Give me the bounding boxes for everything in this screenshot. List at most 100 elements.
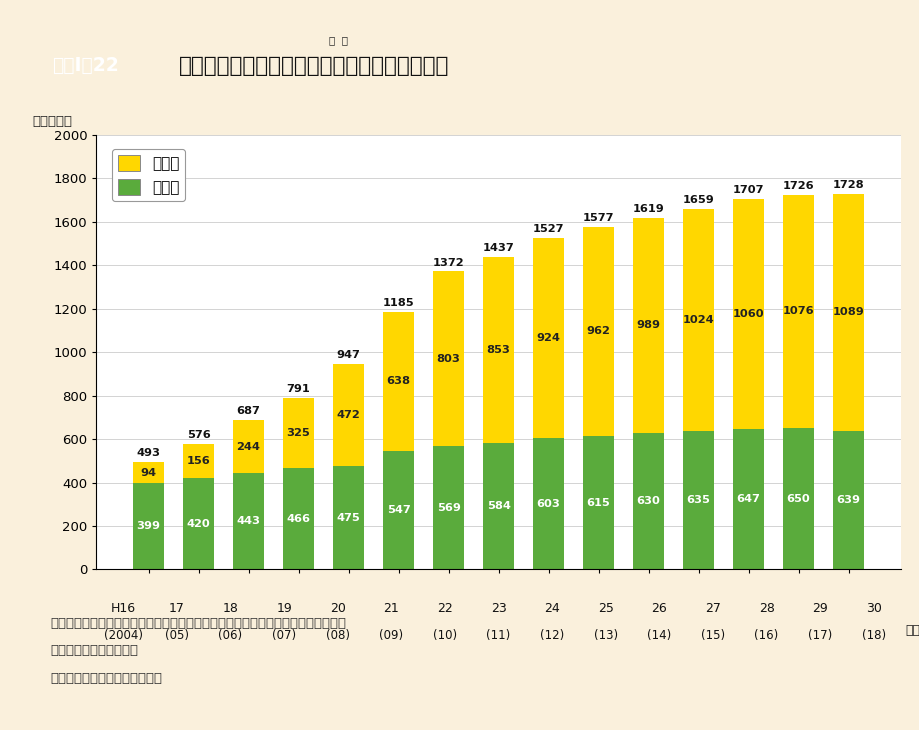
Text: 注：国有林の数値については、「法人の森林」の契約数及び「社会貢献の森」制度: 注：国有林の数値については、「法人の森林」の契約数及び「社会貢献の森」制度 (51, 617, 346, 630)
Text: 924: 924 (537, 333, 561, 343)
Text: （年度）: （年度） (905, 624, 919, 637)
Legend: 民有林, 国有林: 民有林, 国有林 (112, 149, 186, 201)
Text: (09): (09) (380, 629, 403, 642)
Bar (833, 194, 864, 431)
Text: 399: 399 (137, 521, 161, 531)
Text: 18: 18 (222, 602, 238, 615)
Text: 156: 156 (187, 456, 210, 466)
Text: 647: 647 (737, 494, 761, 504)
Text: (14): (14) (647, 629, 672, 642)
Text: 325: 325 (287, 428, 311, 438)
Bar (583, 436, 614, 569)
Text: 1024: 1024 (683, 315, 714, 326)
Text: 25: 25 (598, 602, 614, 615)
Bar (783, 429, 814, 569)
Text: 資料：林野庁森林利用課調べ。: 資料：林野庁森林利用課調べ。 (51, 672, 163, 685)
Bar (383, 450, 414, 569)
Text: 1076: 1076 (783, 307, 814, 316)
Text: (10): (10) (433, 629, 457, 642)
Text: 475: 475 (336, 512, 360, 523)
Text: 24: 24 (544, 602, 560, 615)
Text: (2004): (2004) (104, 629, 142, 642)
Text: 603: 603 (537, 499, 561, 509)
Text: 615: 615 (586, 498, 610, 507)
Bar (533, 439, 564, 569)
Text: (16): (16) (754, 629, 778, 642)
Text: 1728: 1728 (833, 180, 865, 191)
Bar (233, 473, 264, 569)
Text: 638: 638 (387, 377, 411, 386)
Text: 420: 420 (187, 519, 210, 529)
Text: 29: 29 (812, 602, 828, 615)
Bar (433, 446, 464, 569)
Bar (183, 478, 214, 569)
Text: (08): (08) (325, 629, 350, 642)
Text: 635: 635 (686, 496, 710, 505)
Text: 94: 94 (141, 467, 156, 477)
Text: 26: 26 (652, 602, 667, 615)
Text: 資料Ⅰ－22: 資料Ⅰ－22 (51, 55, 119, 75)
Text: 27: 27 (705, 602, 720, 615)
Text: 30: 30 (866, 602, 881, 615)
Bar (133, 462, 165, 483)
Text: 21: 21 (383, 602, 399, 615)
Bar (583, 227, 614, 436)
Text: による協定箇所数。: による協定箇所数。 (51, 644, 139, 657)
Text: (05): (05) (165, 629, 189, 642)
Bar (533, 238, 564, 439)
Text: 443: 443 (236, 516, 261, 526)
Text: 791: 791 (287, 384, 311, 393)
Text: 493: 493 (137, 448, 161, 458)
Bar (333, 466, 364, 569)
Text: 1372: 1372 (433, 258, 464, 267)
Text: 569: 569 (437, 503, 460, 512)
Bar (733, 199, 764, 429)
Bar (483, 257, 514, 442)
Text: 630: 630 (637, 496, 661, 506)
Bar (833, 431, 864, 569)
Text: 企業による森林づくり活動の実施箇所数の推移: 企業による森林づくり活動の実施箇所数の推移 (179, 55, 449, 76)
Text: 584: 584 (487, 501, 510, 511)
Text: 1089: 1089 (833, 307, 865, 318)
Text: 28: 28 (759, 602, 775, 615)
Text: 989: 989 (637, 320, 661, 330)
Bar (283, 468, 314, 569)
Text: 639: 639 (836, 495, 860, 505)
Bar (433, 272, 464, 446)
Text: 1707: 1707 (732, 185, 765, 195)
Text: (07): (07) (272, 629, 296, 642)
Text: 20: 20 (330, 602, 346, 615)
Text: (17): (17) (808, 629, 833, 642)
Text: 1060: 1060 (732, 309, 765, 319)
Text: H16: H16 (110, 602, 136, 615)
Text: (12): (12) (540, 629, 564, 642)
Text: (06): (06) (219, 629, 243, 642)
Text: （箇所数）: （箇所数） (32, 115, 73, 128)
Text: 1577: 1577 (583, 213, 614, 223)
Bar (733, 429, 764, 569)
Bar (483, 442, 514, 569)
Text: 472: 472 (336, 410, 360, 420)
Text: 803: 803 (437, 353, 460, 364)
Text: も  り: も り (329, 35, 348, 45)
Text: 1437: 1437 (482, 243, 515, 253)
Text: (11): (11) (486, 629, 511, 642)
Text: (15): (15) (701, 629, 725, 642)
Bar (133, 483, 165, 569)
Bar (233, 420, 264, 473)
Bar (383, 312, 414, 450)
Bar (683, 431, 714, 569)
Text: 962: 962 (586, 326, 610, 337)
Bar (683, 209, 714, 431)
Text: 687: 687 (236, 407, 260, 416)
Text: 1726: 1726 (783, 180, 814, 191)
Text: 466: 466 (287, 514, 311, 524)
Text: 650: 650 (787, 493, 811, 504)
Text: 22: 22 (437, 602, 453, 615)
Bar (283, 398, 314, 468)
Text: 1527: 1527 (533, 224, 564, 234)
Text: 853: 853 (487, 345, 510, 355)
Bar (183, 445, 214, 478)
Bar (333, 364, 364, 466)
Text: (18): (18) (862, 629, 886, 642)
